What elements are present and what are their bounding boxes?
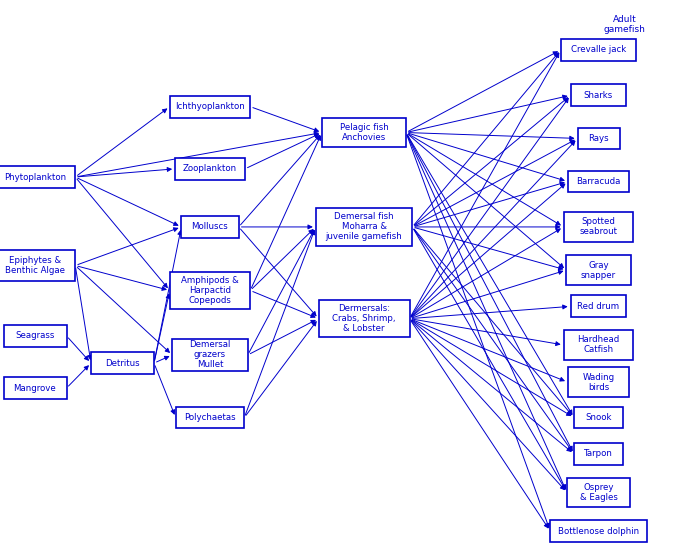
FancyBboxPatch shape bbox=[181, 216, 239, 238]
FancyBboxPatch shape bbox=[578, 127, 620, 150]
Text: Seagrass: Seagrass bbox=[15, 331, 55, 340]
FancyBboxPatch shape bbox=[176, 406, 244, 429]
FancyBboxPatch shape bbox=[0, 166, 76, 188]
FancyBboxPatch shape bbox=[322, 118, 406, 147]
Text: Detritus: Detritus bbox=[105, 359, 140, 368]
Text: Snook: Snook bbox=[585, 413, 612, 422]
FancyBboxPatch shape bbox=[574, 406, 623, 429]
Text: Dermersals:
Crabs, Shrimp,
& Lobster: Dermersals: Crabs, Shrimp, & Lobster bbox=[332, 304, 396, 333]
Text: Demersal fish
Moharra &
juvenile gamefish: Demersal fish Moharra & juvenile gamefis… bbox=[326, 212, 402, 241]
FancyBboxPatch shape bbox=[568, 171, 629, 192]
FancyBboxPatch shape bbox=[564, 212, 634, 242]
Text: Pelagic fish
Anchovies: Pelagic fish Anchovies bbox=[340, 123, 389, 142]
Text: Osprey
& Eagles: Osprey & Eagles bbox=[580, 483, 617, 502]
Text: Tarpon: Tarpon bbox=[584, 449, 613, 458]
Text: Red drum: Red drum bbox=[578, 302, 620, 311]
Text: Hardhead
Catfish: Hardhead Catfish bbox=[578, 335, 620, 355]
FancyBboxPatch shape bbox=[316, 208, 412, 246]
Text: Barracuda: Barracuda bbox=[576, 177, 621, 186]
FancyBboxPatch shape bbox=[574, 443, 623, 465]
Text: Adult
gamefish: Adult gamefish bbox=[603, 14, 645, 33]
FancyBboxPatch shape bbox=[570, 85, 626, 106]
Text: Rays: Rays bbox=[588, 134, 609, 143]
FancyBboxPatch shape bbox=[175, 158, 245, 180]
Text: Crevalle jack: Crevalle jack bbox=[571, 46, 626, 54]
FancyBboxPatch shape bbox=[570, 295, 626, 317]
FancyBboxPatch shape bbox=[561, 39, 636, 61]
Text: Wading
birds: Wading birds bbox=[582, 373, 615, 391]
FancyBboxPatch shape bbox=[172, 339, 248, 371]
FancyBboxPatch shape bbox=[568, 368, 629, 397]
Text: Demersal
grazers
Mullet: Demersal grazers Mullet bbox=[189, 340, 231, 370]
FancyBboxPatch shape bbox=[169, 272, 251, 309]
FancyBboxPatch shape bbox=[169, 96, 251, 117]
FancyBboxPatch shape bbox=[318, 300, 409, 337]
Text: Polychaetas: Polychaetas bbox=[184, 413, 236, 422]
Text: Zooplankton: Zooplankton bbox=[183, 165, 237, 173]
Text: Spotted
seabrout: Spotted seabrout bbox=[580, 217, 617, 236]
FancyBboxPatch shape bbox=[564, 330, 634, 360]
Text: Bottlenose dolphin: Bottlenose dolphin bbox=[558, 527, 639, 535]
Text: Epiphytes &
Benthic Algae: Epiphytes & Benthic Algae bbox=[5, 256, 65, 275]
FancyBboxPatch shape bbox=[0, 250, 76, 281]
Text: Mangrove: Mangrove bbox=[13, 384, 57, 393]
FancyBboxPatch shape bbox=[566, 255, 631, 285]
Text: Amphipods &
Harpactid
Copepods: Amphipods & Harpactid Copepods bbox=[181, 276, 239, 305]
FancyBboxPatch shape bbox=[91, 352, 154, 374]
FancyBboxPatch shape bbox=[550, 520, 647, 542]
FancyBboxPatch shape bbox=[4, 377, 66, 399]
Text: Gray
snapper: Gray snapper bbox=[581, 261, 616, 280]
FancyBboxPatch shape bbox=[4, 325, 66, 347]
FancyBboxPatch shape bbox=[567, 478, 630, 507]
Text: Ichthyoplankton: Ichthyoplankton bbox=[175, 102, 245, 111]
Text: Phytoplankton: Phytoplankton bbox=[4, 172, 66, 181]
Text: Molluscs: Molluscs bbox=[192, 222, 228, 231]
Text: Sharks: Sharks bbox=[584, 91, 613, 100]
